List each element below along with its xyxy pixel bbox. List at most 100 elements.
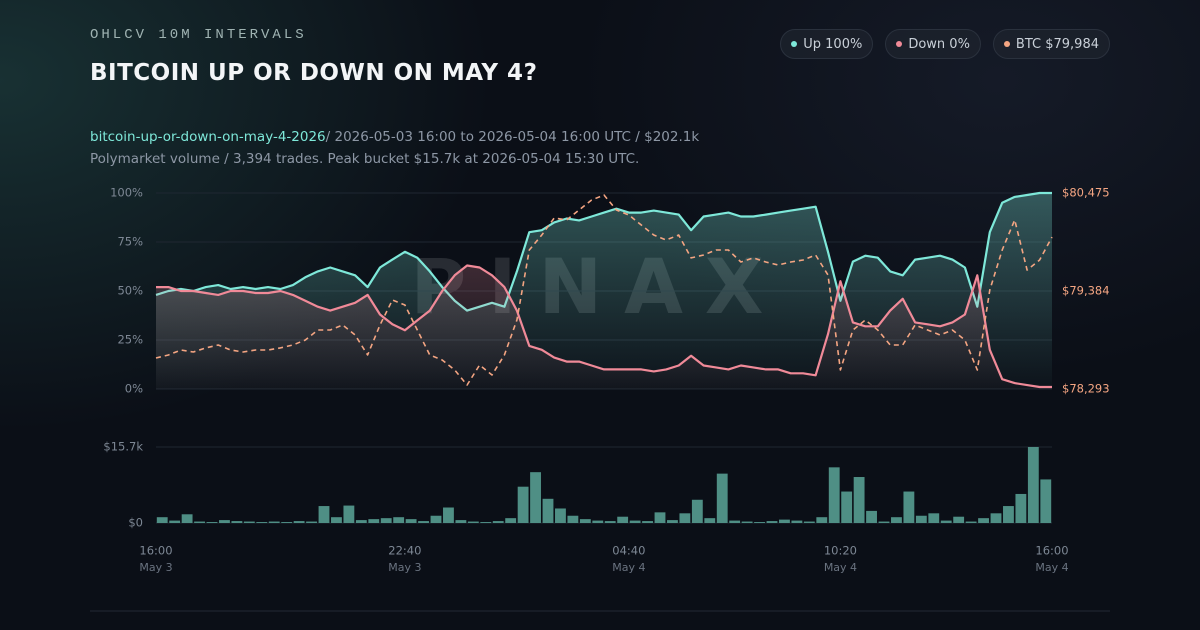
volume-bar (368, 519, 380, 523)
volume-bar (878, 521, 890, 523)
volume-bar (306, 521, 317, 523)
volume-bar (530, 472, 541, 523)
legend-item: BTC $79,984 (992, 29, 1110, 59)
volume-bar (194, 521, 205, 523)
y-tick-label: $0 (128, 516, 143, 530)
volume-bar (592, 520, 604, 523)
volume-bar (480, 522, 492, 523)
volume-bar (965, 521, 977, 523)
volume-bar (1015, 493, 1027, 523)
volume-bar (903, 491, 915, 523)
y-tick-label: 25% (117, 333, 143, 347)
x-tick-label: 16:00 (1035, 544, 1068, 558)
volume-bar (915, 515, 927, 523)
volume-bar (505, 518, 517, 523)
legend-item: Down 0% (885, 29, 981, 59)
volume-bar (1040, 479, 1052, 523)
eyebrow: OHLCV 10M INTERVALS (90, 27, 307, 43)
subtitle: bitcoin-up-or-down-on-may-4-2026/ 2026-0… (90, 126, 699, 170)
volume-bar (741, 521, 753, 523)
volume-bar (555, 508, 566, 523)
market-link[interactable]: bitcoin-up-or-down-on-may-4-2026 (90, 129, 326, 145)
volume-bar (891, 517, 902, 523)
volume-bar (679, 513, 691, 523)
volume-bar (1003, 506, 1014, 523)
volume-bar (331, 517, 342, 523)
volume-bar (928, 513, 940, 523)
volume-bar (343, 505, 355, 523)
legend-swatch (896, 41, 903, 47)
volume-bar (667, 520, 678, 523)
legend-label: Up 100% (803, 36, 863, 52)
legend: Up 100% Down 0% BTC $79,984 (780, 29, 1110, 59)
volume-bar (567, 515, 579, 523)
x-tick-date: May 4 (824, 561, 857, 574)
volume-bar (691, 499, 703, 523)
volume-bar (990, 513, 1002, 523)
y-tick-label: 75% (117, 235, 143, 249)
volume-bar (268, 521, 280, 523)
legend-item: Up 100% (780, 29, 874, 59)
volume-bar (169, 520, 181, 523)
subtitle-range: / 2026-05-03 16:00 to 2026-05-04 16:00 U… (325, 129, 700, 145)
volume-bar (766, 521, 778, 523)
legend-label: Down 0% (908, 36, 970, 52)
volume-bar (293, 521, 305, 523)
line (155, 194, 1053, 386)
volume-bar (779, 519, 790, 523)
volume-bar (754, 522, 765, 523)
volume-bar (517, 486, 529, 523)
legend-swatch (1003, 41, 1010, 47)
volume-bar (455, 520, 467, 523)
volume-bar (841, 491, 853, 523)
volume-bar (828, 467, 840, 523)
volume-bar (243, 521, 255, 523)
x-tick-date: May 4 (1035, 561, 1068, 574)
y2-tick-label: $79,384 (1062, 284, 1110, 298)
x-tick-label: 22:40 (388, 544, 421, 558)
volume-bar (978, 518, 989, 523)
volume-bar (393, 517, 405, 523)
volume-bar (256, 522, 268, 523)
volume-bar (542, 498, 554, 523)
volume-bar (231, 521, 243, 523)
volume-bar (281, 522, 293, 523)
y-tick-label: 100% (110, 186, 143, 200)
volume-bar (405, 519, 417, 523)
y2-tick-label: $78,293 (1062, 382, 1110, 396)
volume-bar (604, 521, 616, 523)
volume-bar (617, 516, 629, 523)
area (156, 265, 1052, 389)
legend-swatch (791, 41, 798, 47)
line (156, 264, 1052, 389)
x-tick-date: May 3 (388, 561, 421, 574)
volume-bar (803, 521, 815, 523)
volume-bar (467, 521, 479, 523)
volume-bar (729, 520, 741, 523)
y-tick-label: 0% (125, 382, 143, 396)
volume-bar (791, 520, 803, 523)
volume-bar (654, 512, 666, 523)
x-tick-label: 10:20 (824, 544, 857, 558)
chart-title: BITCOIN UP OR DOWN ON MAY 4? (90, 60, 538, 86)
y-tick-label: 50% (117, 284, 143, 298)
y-tick-label: $15.7k (103, 440, 143, 454)
subtitle-note: Polymarket volume / 3,394 trades. Peak b… (90, 151, 640, 167)
volume-bar (181, 514, 193, 523)
volume-bar (156, 517, 168, 523)
volume-bar (318, 506, 330, 523)
x-tick-date: May 4 (612, 561, 645, 574)
volume-bar (816, 517, 828, 523)
volume-bar (853, 477, 865, 523)
volume-bar (443, 507, 454, 523)
volume-bar (629, 520, 641, 523)
volume-bar (953, 516, 965, 523)
volume-bar (418, 521, 429, 523)
x-tick-date: May 3 (139, 561, 172, 574)
legend-label: BTC $79,984 (1015, 36, 1099, 52)
volume-bar (206, 522, 218, 523)
volume-bar (380, 518, 392, 523)
line (155, 191, 1052, 312)
